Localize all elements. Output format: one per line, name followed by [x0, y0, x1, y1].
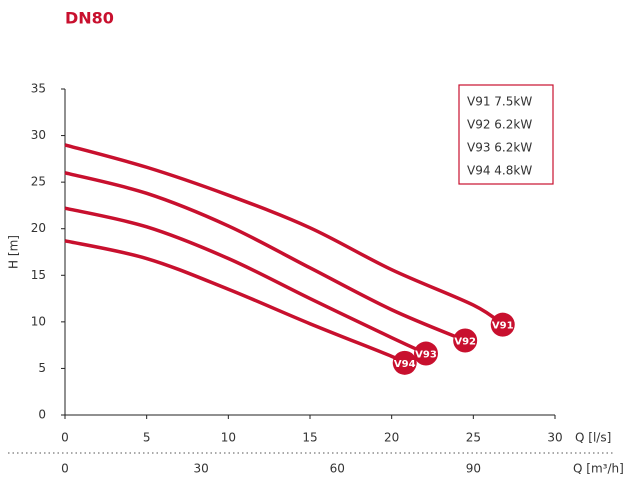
- legend-entry: V91 7.5kW: [467, 95, 532, 109]
- end-label: V94: [394, 359, 416, 370]
- x-tick-label: 20: [384, 431, 399, 445]
- legend-entry: V94 4.8kW: [467, 164, 532, 178]
- y-tick-label: 35: [31, 82, 46, 96]
- x2-tick-label: 30: [193, 462, 208, 476]
- x-tick-label: 5: [143, 431, 151, 445]
- end-label: V92: [454, 336, 476, 347]
- x2-tick-label: 90: [466, 462, 481, 476]
- curve: [64, 239, 406, 365]
- end-marker: [413, 341, 438, 366]
- curve: [64, 206, 427, 356]
- legend-entry: V93 6.2kW: [467, 141, 532, 155]
- chart-title: DN80: [65, 9, 114, 28]
- y-tick-label: 10: [31, 314, 46, 328]
- x-tick-label: 0: [61, 431, 69, 445]
- y-tick-label: 25: [31, 175, 46, 189]
- x-tick-label: 10: [221, 431, 236, 445]
- x-tick-label: 25: [466, 431, 481, 445]
- y-tick-label: 20: [31, 221, 46, 235]
- curve: [64, 143, 504, 327]
- end-marker: [392, 350, 417, 375]
- curve: [64, 171, 466, 343]
- y-tick-label: 5: [38, 361, 46, 375]
- end-marker: [453, 328, 478, 353]
- x-tick-label: 30: [547, 431, 562, 445]
- x2-tick-label: 0: [61, 462, 69, 476]
- legend-entry: V92 6.2kW: [467, 118, 532, 132]
- y-tick-label: 15: [31, 268, 46, 282]
- end-label: V93: [415, 350, 437, 361]
- y-tick-label: 30: [31, 128, 46, 142]
- x2-tick-label: 60: [330, 462, 345, 476]
- x-tick-label: 15: [302, 431, 317, 445]
- end-marker: [490, 312, 515, 337]
- y-tick-label: 0: [38, 408, 46, 422]
- y-axis-label: H [m]: [7, 235, 21, 269]
- end-label: V91: [492, 321, 514, 332]
- legend-box: [458, 84, 554, 185]
- x2-axis-label: Q [m³/h]: [573, 462, 624, 476]
- x-axis-label: Q [l/s]: [575, 431, 611, 445]
